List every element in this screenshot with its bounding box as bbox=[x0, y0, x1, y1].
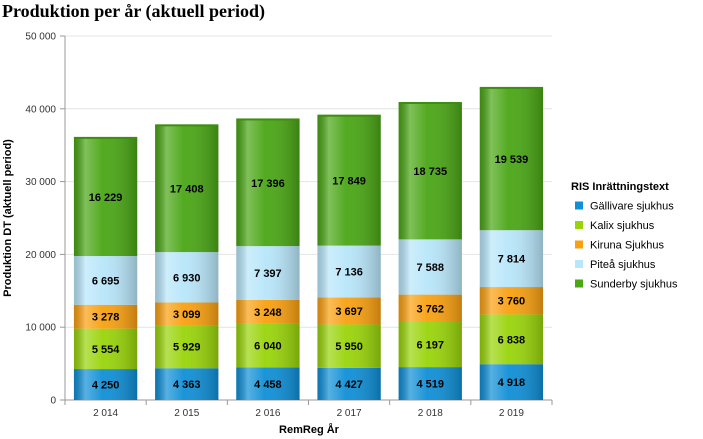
data-label: 4 250 bbox=[92, 380, 120, 392]
legend: RIS Inrättningstext Gällivare sjukhus Kal… bbox=[571, 181, 678, 291]
bar-segment-shade bbox=[398, 367, 462, 400]
bar-segment-shade bbox=[73, 304, 138, 329]
y-tick-label: 0 bbox=[50, 396, 56, 407]
bar-segment-shade bbox=[317, 115, 381, 246]
data-label: 6 040 bbox=[254, 341, 282, 353]
data-label: 6 930 bbox=[173, 272, 201, 284]
x-tick-label: 2 017 bbox=[337, 408, 362, 419]
data-label: 3 760 bbox=[498, 296, 526, 308]
data-label: 3 248 bbox=[254, 307, 282, 319]
bar-top-edge bbox=[317, 114, 381, 117]
data-label: 4 363 bbox=[173, 379, 201, 391]
y-tick-label: 30 000 bbox=[25, 177, 56, 188]
bar-top-edge bbox=[155, 124, 219, 127]
bar-segment-shade bbox=[398, 102, 462, 240]
bar-top-edge bbox=[479, 86, 544, 89]
data-label: 3 762 bbox=[416, 303, 444, 315]
bar-segment-shade bbox=[317, 324, 381, 368]
bar-segment-shade bbox=[317, 245, 381, 298]
axes: 0 10 000 20 000 30 000 40 000 50 000 2 014 2 01… bbox=[25, 32, 553, 419]
data-label: 17 396 bbox=[251, 178, 285, 190]
data-label: 6 197 bbox=[416, 340, 444, 352]
bar-segment-shade bbox=[155, 125, 219, 253]
bar-segment-shade bbox=[236, 119, 300, 247]
legend-swatch bbox=[575, 240, 583, 249]
y-tick-label: 40 000 bbox=[25, 104, 56, 115]
x-tick-label: 2 014 bbox=[93, 408, 118, 419]
data-label: 17 849 bbox=[332, 176, 366, 188]
data-label: 4 918 bbox=[498, 377, 526, 389]
data-label: 17 408 bbox=[170, 184, 204, 196]
bar-segment-shade bbox=[236, 299, 300, 324]
data-label: 5 950 bbox=[335, 341, 363, 353]
data-labels: 4 250 5 554 3 278 6 695 16 229 4 363 5 929 3 09… bbox=[89, 154, 528, 391]
bar-segment-shade bbox=[236, 323, 300, 368]
data-label: 4 458 bbox=[254, 379, 282, 391]
bar-top-edge bbox=[398, 101, 462, 104]
bar-segment-shade bbox=[73, 369, 138, 400]
bar-segment-shade bbox=[155, 252, 219, 303]
legend-entry: Kiruna Sjukhus bbox=[590, 240, 664, 252]
bar-segment-shade bbox=[73, 256, 138, 305]
bar-top-edge bbox=[236, 118, 300, 121]
bar-segment-shade bbox=[73, 137, 138, 257]
y-tick-label: 10 000 bbox=[25, 323, 56, 334]
data-label: 4 427 bbox=[335, 379, 363, 391]
bar-segment-shade bbox=[479, 364, 544, 400]
bar-segment-shade bbox=[398, 239, 462, 295]
bar-segment-shade bbox=[155, 325, 219, 369]
legend-entry: Kalix sjukhus bbox=[590, 220, 655, 232]
legend-entry: Gällivare sjukhus bbox=[590, 201, 674, 213]
y-tick-label: 50 000 bbox=[25, 32, 56, 43]
bar-segment-shade bbox=[236, 367, 300, 400]
data-label: 5 554 bbox=[92, 344, 120, 356]
gridlines bbox=[65, 35, 552, 328]
y-tick-label: 20 000 bbox=[25, 250, 56, 261]
bar-top-edge bbox=[73, 136, 138, 139]
bar-segment-shade bbox=[479, 230, 544, 288]
bar-segment-shade bbox=[155, 368, 219, 400]
data-label: 3 278 bbox=[92, 312, 120, 324]
x-axis-title: RemReg År bbox=[279, 423, 340, 436]
bars bbox=[73, 86, 544, 400]
legend-entry: Piteå sjukhus bbox=[590, 259, 656, 271]
legend-swatch bbox=[575, 279, 583, 288]
data-label: 7 397 bbox=[254, 268, 282, 280]
x-tick-label: 2 019 bbox=[499, 408, 524, 419]
bar-segment-shade bbox=[73, 328, 138, 370]
data-label: 16 229 bbox=[89, 192, 123, 204]
legend-entry: Sunderby sjukhus bbox=[590, 279, 678, 291]
x-tick-label: 2 015 bbox=[174, 408, 199, 419]
bar-segment-shade bbox=[479, 87, 544, 231]
data-label: 3 099 bbox=[173, 309, 201, 321]
legend-title: RIS Inrättningstext bbox=[571, 181, 669, 193]
x-tick-label: 2 016 bbox=[255, 408, 280, 419]
bar-segment-shade bbox=[398, 294, 462, 322]
data-label: 7 588 bbox=[416, 262, 444, 274]
bar-segment-shade bbox=[479, 287, 544, 315]
legend-swatch bbox=[575, 201, 583, 210]
bar-segment-shade bbox=[317, 367, 381, 400]
y-axis-title: Produktion DT (aktuell period) bbox=[2, 139, 14, 297]
legend-swatch bbox=[575, 221, 583, 229]
data-label: 4 519 bbox=[416, 379, 444, 391]
data-label: 6 838 bbox=[498, 334, 526, 346]
bar-segment-shade bbox=[479, 314, 544, 365]
data-label: 18 735 bbox=[413, 166, 447, 178]
data-label: 7 136 bbox=[335, 267, 363, 279]
x-tick-label: 2 018 bbox=[418, 408, 443, 419]
bar-segment-shade bbox=[317, 297, 381, 325]
chart-title: Produktion per år (aktuell period) bbox=[2, 1, 266, 21]
bar-segment-shade bbox=[236, 246, 300, 300]
data-label: 7 814 bbox=[498, 254, 526, 266]
legend-swatch bbox=[575, 260, 583, 268]
data-label: 19 539 bbox=[495, 154, 529, 166]
data-label: 3 697 bbox=[335, 306, 363, 318]
bar-segment-shade bbox=[398, 321, 462, 368]
bar-segment-shade bbox=[155, 302, 219, 326]
data-label: 5 929 bbox=[173, 342, 201, 354]
data-label: 6 695 bbox=[92, 275, 120, 287]
